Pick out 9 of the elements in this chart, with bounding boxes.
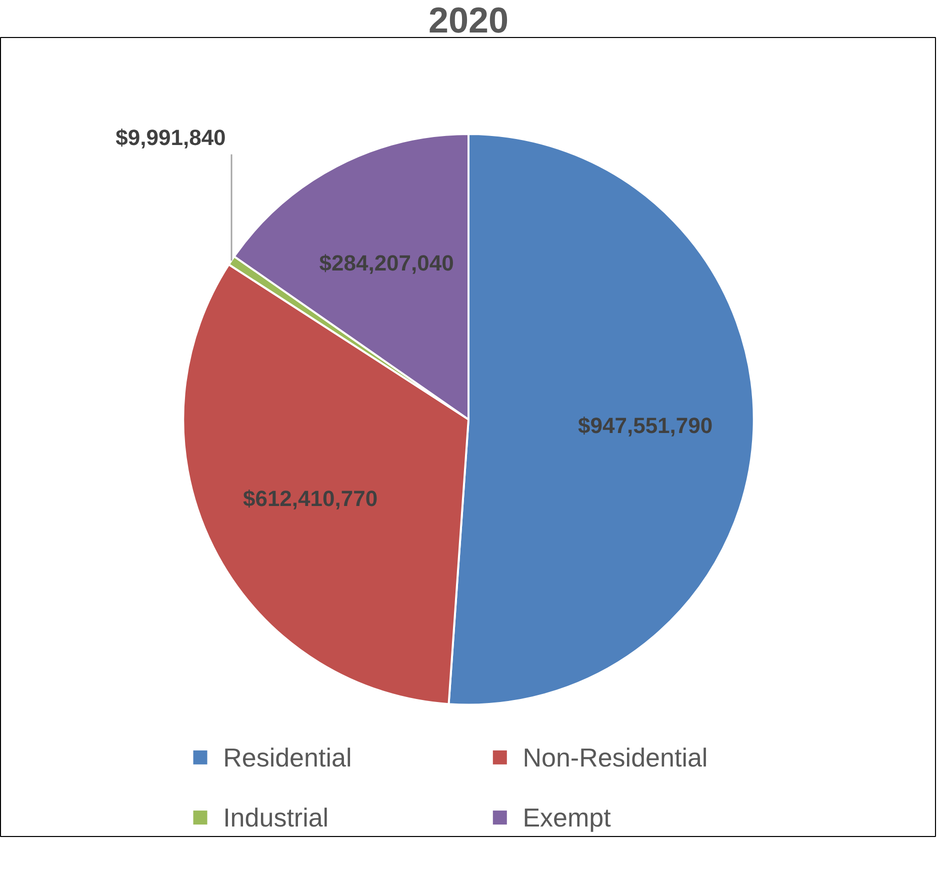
data-label: $9,991,840 [116, 124, 226, 150]
legend-label: Industrial [223, 802, 329, 833]
chart-title: 2020 [428, 0, 509, 40]
data-label: $947,551,790 [578, 413, 713, 438]
legend-label: Non-Residential [522, 742, 708, 772]
legend-label: Exempt [522, 802, 612, 833]
legend-label: Residential [223, 742, 352, 772]
data-label: $612,410,770 [242, 486, 378, 511]
data-label: $284,207,040 [319, 250, 454, 276]
